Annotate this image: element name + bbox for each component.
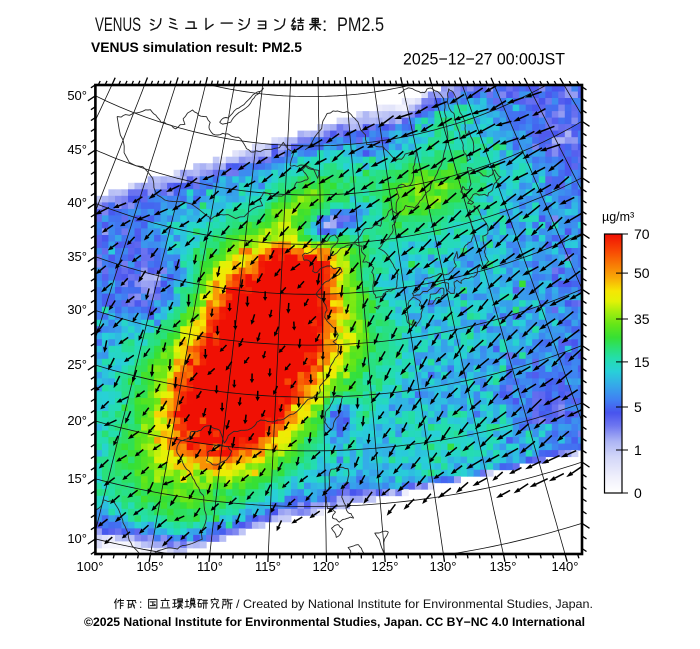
svg-text:VENUS: VENUS (95, 15, 141, 36)
svg-text:1: 1 (634, 442, 642, 458)
svg-text:35°: 35° (67, 249, 87, 264)
svg-text:105°: 105° (137, 559, 164, 574)
svg-text:15°: 15° (67, 471, 87, 486)
svg-text::: : (322, 15, 327, 36)
svg-text:25°: 25° (67, 357, 87, 372)
svg-text:125°: 125° (372, 559, 399, 574)
svg-text:2025−12−27 00:00JST: 2025−12−27 00:00JST (403, 51, 565, 69)
svg-text:130°: 130° (430, 559, 457, 574)
svg-text:20°: 20° (67, 413, 87, 428)
svg-text:140°: 140° (552, 559, 579, 574)
svg-text:135°: 135° (490, 559, 517, 574)
svg-text:120°: 120° (313, 559, 340, 574)
svg-text:VENUS simulation result: PM2.5: VENUS simulation result: PM2.5 (91, 40, 302, 55)
svg-text:115°: 115° (255, 559, 281, 574)
svg-text:30°: 30° (67, 302, 87, 317)
svg-text:40°: 40° (67, 195, 87, 210)
svg-text:5: 5 (634, 399, 642, 415)
svg-text:µg/m³: µg/m³ (602, 210, 634, 224)
svg-text:15: 15 (634, 354, 650, 370)
svg-text:10°: 10° (67, 531, 87, 546)
svg-text:/ Created by National Institut: / Created by National Institute for Envi… (236, 597, 593, 611)
svg-text:0: 0 (634, 485, 642, 501)
svg-text:35: 35 (634, 311, 650, 327)
svg-text:50: 50 (634, 265, 650, 281)
svg-text:50°: 50° (67, 88, 87, 103)
svg-text:PM2.5: PM2.5 (337, 15, 384, 36)
svg-text:110°: 110° (197, 559, 223, 574)
svg-text:70: 70 (634, 226, 650, 242)
svg-text:©2025 National Institute for E: ©2025 National Institute for Environment… (84, 615, 585, 629)
svg-text::: : (139, 597, 142, 611)
svg-text:100°: 100° (77, 559, 104, 574)
svg-text:45°: 45° (67, 142, 87, 157)
